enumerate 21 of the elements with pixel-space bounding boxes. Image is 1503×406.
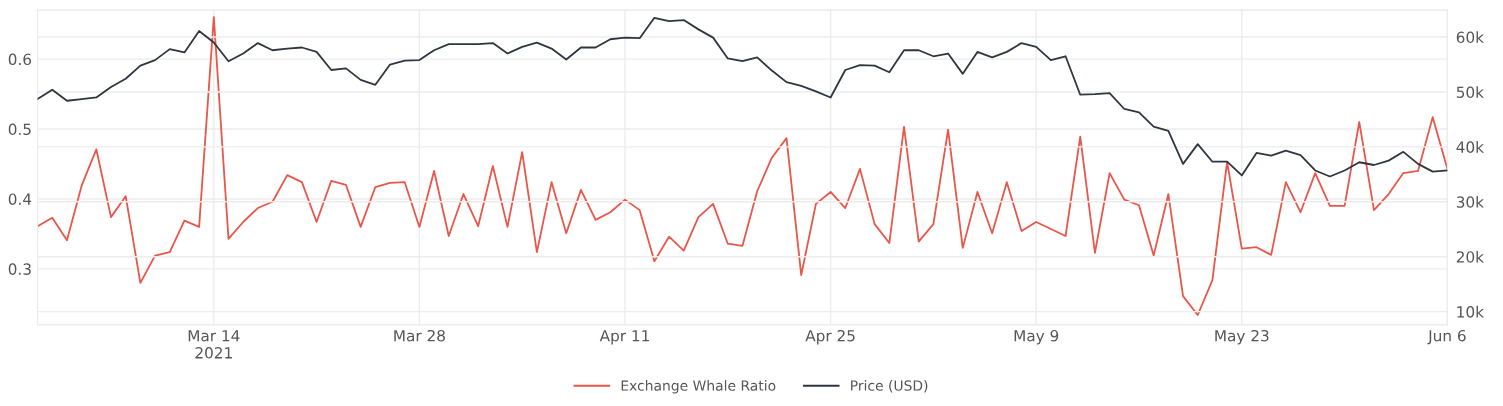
legend-label: Price (USD) <box>851 380 928 393</box>
x-tick-label: Jun 6 <box>1427 329 1466 345</box>
x-tick-label: May 23 <box>1215 329 1269 345</box>
y2-tick-label: 50k <box>1456 86 1484 98</box>
x-tick-label: Apr 25 <box>805 329 855 345</box>
line-series <box>37 16 1448 178</box>
x-tick-label: Mar 28 <box>394 329 445 342</box>
y2-tick-label: 10k <box>1457 305 1484 318</box>
y2-tick-label: 60k <box>1456 31 1484 44</box>
y2-tick-label: 20k <box>1456 250 1484 263</box>
y-tick-label: 0.5 <box>8 123 31 136</box>
y2-tick-label: 40k <box>1456 141 1484 153</box>
y-tick-label: 0.6 <box>8 53 32 66</box>
y-tick-label: 0.4 <box>8 193 32 205</box>
x-tick-label: Mar 14 2021 <box>188 330 240 359</box>
y-tick-label: 0.3 <box>8 263 31 275</box>
legend-label: Exchange Whale Ratio <box>621 380 776 394</box>
line-series <box>37 16 1448 316</box>
y2-tick-label: 30k <box>1456 195 1484 208</box>
x-tick-label: Apr 11 <box>599 330 649 345</box>
x-tick-label: May 9 <box>1014 329 1059 345</box>
